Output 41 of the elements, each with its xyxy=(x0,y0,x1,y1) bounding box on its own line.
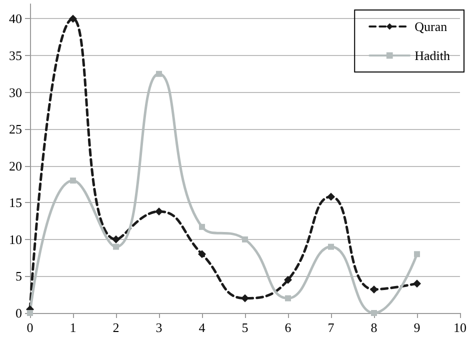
x-tick-label: 5 xyxy=(242,320,248,335)
point xyxy=(241,294,249,302)
point xyxy=(156,70,162,77)
point xyxy=(284,276,292,284)
point xyxy=(413,280,421,288)
x-tick-label: 3 xyxy=(156,320,162,335)
x-tick-label: 1 xyxy=(70,320,76,335)
x-tick-label: 9 xyxy=(414,320,420,335)
y-tick-label: 35 xyxy=(9,48,22,63)
x-tick-label: 10 xyxy=(454,320,466,335)
y-tick-label: 25 xyxy=(9,122,22,137)
legend-label: Hadith xyxy=(414,48,450,63)
legend-label: Quran xyxy=(414,19,448,34)
x-tick-label: 7 xyxy=(328,320,335,335)
y-tick-label: 40 xyxy=(9,11,22,26)
point xyxy=(371,310,377,316)
point xyxy=(328,244,334,250)
point xyxy=(70,178,76,184)
point xyxy=(242,236,248,242)
point xyxy=(69,14,77,23)
point xyxy=(199,224,205,230)
point xyxy=(198,250,206,258)
point xyxy=(27,310,33,316)
y-tick-label: 20 xyxy=(9,158,22,174)
point xyxy=(155,207,163,216)
y-tick-label: 30 xyxy=(9,84,22,100)
x-tick-label: 8 xyxy=(370,320,378,335)
point xyxy=(370,285,378,294)
x-tick-label: 6 xyxy=(284,320,292,335)
point xyxy=(414,251,420,258)
y-tick-label: 15 xyxy=(9,195,22,210)
point xyxy=(285,295,291,302)
x-tick-label: 4 xyxy=(198,320,206,335)
x-tick-label: 2 xyxy=(112,320,120,335)
y-tick-label: 0 xyxy=(16,306,22,320)
point xyxy=(112,235,120,244)
x-tick-label: 0 xyxy=(26,320,34,335)
point xyxy=(113,244,119,250)
y-tick-label: 10 xyxy=(9,232,22,247)
point xyxy=(327,192,335,201)
y-tick-label: 5 xyxy=(16,268,22,284)
